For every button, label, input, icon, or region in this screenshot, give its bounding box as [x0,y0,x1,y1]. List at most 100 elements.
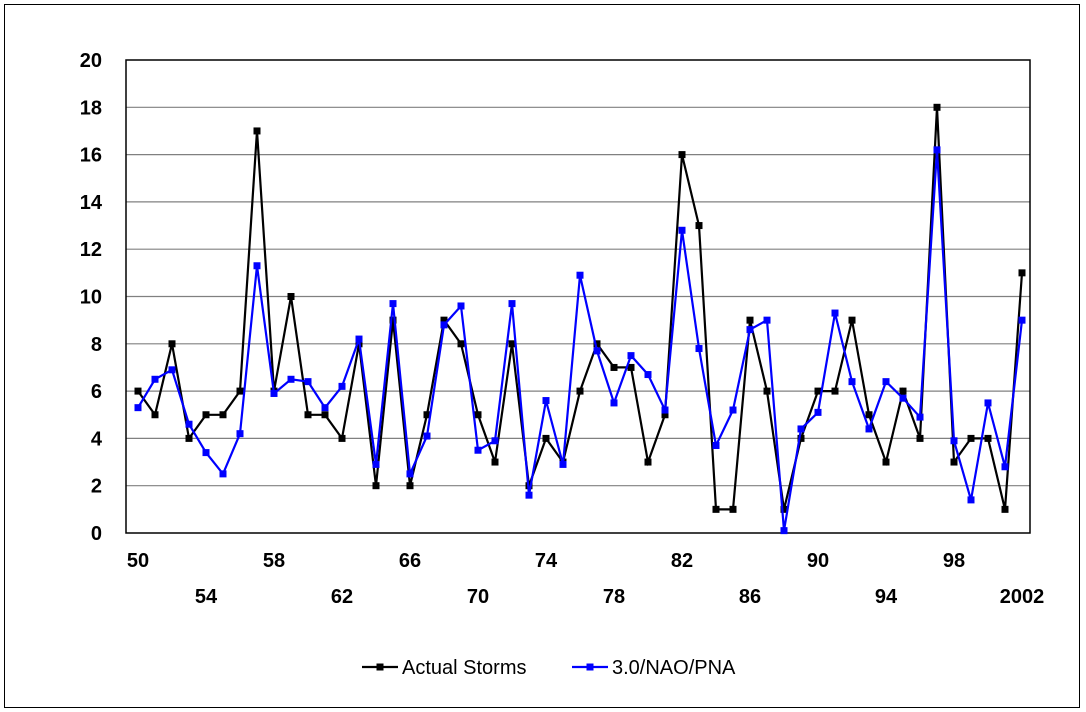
data-point [338,382,346,390]
data-point [270,389,278,397]
data-point [406,482,414,490]
data-point [253,262,261,270]
data-point [372,482,380,490]
data-point [950,437,958,445]
data-point [219,470,227,478]
data-point [610,363,618,371]
legend-swatch-marker [376,663,384,671]
data-point [627,363,635,371]
data-point [168,340,176,348]
data-point [202,449,210,457]
data-point [916,434,924,442]
data-point [576,387,584,395]
data-point [916,413,924,421]
y-tick-label: 20 [80,50,102,72]
data-point [695,345,703,353]
y-tick-label: 18 [80,97,102,119]
data-point [559,460,567,468]
data-point [1001,505,1009,513]
x-tick-label: 74 [535,550,558,572]
x-tick-label: 50 [127,550,149,572]
x-tick-label: 54 [195,586,218,608]
data-point [610,399,618,407]
data-point [525,491,533,499]
data-point [661,406,669,414]
data-point [712,441,720,449]
data-point [797,434,805,442]
y-tick-label: 2 [91,476,102,498]
data-point [678,226,686,234]
legend-swatch-marker [586,663,594,671]
data-point [593,340,601,348]
data-point [236,387,244,395]
series-line [137,107,1024,511]
x-tick-label: 66 [399,550,421,572]
data-point [151,411,159,419]
data-point [1018,316,1026,324]
data-point [933,103,941,111]
legend-item: 3.0/NAO/PNA [572,657,736,679]
x-tick-label: 62 [331,586,353,608]
data-point [848,378,856,386]
legend-label: Actual Storms [402,657,526,679]
y-tick-label: 4 [91,428,103,450]
data-point [882,378,890,386]
data-point [746,316,754,324]
data-point [168,366,176,374]
data-point [304,411,312,419]
data-point [236,430,244,438]
data-point [287,293,295,300]
data-point [848,316,856,324]
data-point [763,316,771,324]
data-point [508,340,516,348]
data-point [865,425,873,433]
data-point [253,127,261,135]
data-point [474,411,482,419]
data-point [321,411,329,419]
data-point [457,340,465,348]
data-point [984,434,992,442]
data-point [831,387,839,395]
data-point [644,458,652,466]
data-point [508,300,516,308]
data-point [661,411,669,419]
data-point [542,434,550,442]
data-point [644,371,652,379]
data-point [202,411,210,419]
x-axis-ticks: 50 58 66 74 82 90 98 54 62 70 78 86 94 2002 [127,550,1044,608]
data-point [627,352,635,360]
x-tick-label: 2002 [1000,586,1045,608]
chart-frame [4,4,1080,708]
data-point [440,321,448,329]
data-point [695,222,703,230]
data-point [967,434,975,442]
data-point [355,335,363,343]
data-point [950,458,958,466]
data-point [406,470,414,478]
y-tick-label: 0 [91,523,102,545]
data-point [780,527,788,535]
x-tick-label: 86 [739,586,761,608]
x-tick-label: 70 [467,586,489,608]
data-point [865,411,873,419]
data-point [219,411,227,419]
y-tick-label: 10 [80,287,102,309]
x-tick-label: 78 [603,586,625,608]
x-tick-label: 94 [875,586,898,608]
data-point [185,434,193,442]
data-point [984,399,992,407]
data-point [372,460,380,468]
data-point [338,434,346,442]
data-point [304,378,312,386]
data-point [321,404,329,412]
plot-area [125,59,1031,534]
data-point [576,271,584,279]
data-point [814,387,822,395]
data-point [780,505,788,513]
legend-item: Actual Storms [362,657,526,679]
data-point [797,425,805,433]
data-point [882,458,890,466]
data-point [678,151,686,159]
series-group [134,103,1026,535]
